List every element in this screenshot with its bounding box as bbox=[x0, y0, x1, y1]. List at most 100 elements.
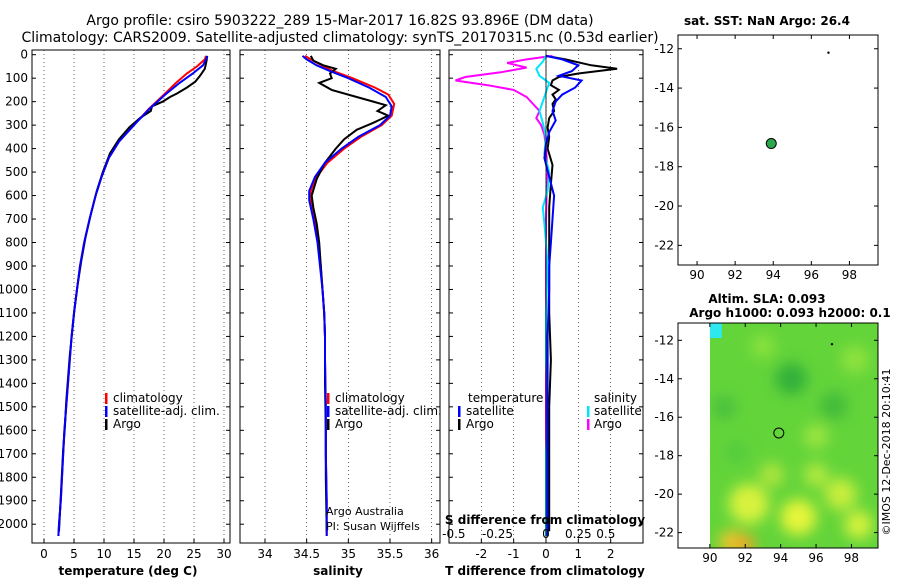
sst_map-lat-label: -18 bbox=[654, 160, 674, 174]
sst_map-background bbox=[678, 35, 878, 265]
pressure-tick-label: 200 bbox=[5, 95, 28, 109]
sla-patch bbox=[804, 462, 829, 487]
sla-patch bbox=[759, 462, 784, 487]
sla-patch bbox=[840, 345, 869, 374]
difference-series-t-argo bbox=[545, 54, 618, 532]
difference-xtick-label: -2 bbox=[475, 547, 487, 561]
pressure-tick-label: 0 bbox=[20, 48, 28, 62]
sla_map-lon-label: 92 bbox=[738, 551, 753, 565]
sla_map-lat-label: -14 bbox=[654, 372, 674, 386]
figure-title: Argo profile: csiro 5903222_289 15-Mar-2… bbox=[86, 13, 593, 29]
temperature-xtick-label: 30 bbox=[216, 547, 231, 561]
difference-xtick-label: 0 bbox=[542, 547, 550, 561]
pressure-tick-label: 1800 bbox=[0, 470, 28, 484]
difference-top-xlabel: S difference from climatology bbox=[445, 513, 645, 527]
salinity-frame bbox=[239, 49, 441, 544]
sla-high-patch bbox=[709, 323, 722, 338]
argo-australia-note: Argo Australia bbox=[326, 505, 404, 518]
temperature-xtick-label: 20 bbox=[156, 547, 171, 561]
sla-patch bbox=[780, 499, 817, 536]
temperature-legend-label: satellite-adj. clim. bbox=[113, 404, 220, 418]
difference-xlabel: T difference from climatology bbox=[445, 564, 645, 578]
temperature-xtick-label: 15 bbox=[126, 547, 141, 561]
sst_map-lat-label: -14 bbox=[654, 81, 674, 95]
temperature-legend-title: temperature bbox=[468, 391, 543, 405]
temperature-legend-swatch bbox=[105, 419, 108, 430]
sst-map-title: sat. SST: NaN Argo: 26.4 bbox=[684, 14, 850, 28]
sst_map-track-point bbox=[827, 51, 830, 54]
pressure-tick-label: 300 bbox=[5, 118, 28, 132]
pressure-tick-label: 1500 bbox=[0, 400, 28, 414]
temperature-legend-label: Argo bbox=[113, 417, 141, 431]
sst_map-lat-label: -16 bbox=[654, 120, 674, 134]
sla_map-lat-label: -22 bbox=[654, 526, 674, 540]
difference-xtick-label: -1 bbox=[508, 547, 520, 561]
salinity-difference-tick-label: 0.25 bbox=[565, 527, 592, 541]
sst_map-lon-label: 92 bbox=[728, 268, 743, 282]
temperature-xtick-label: 25 bbox=[186, 547, 201, 561]
salinity-xlabel: salinity bbox=[313, 564, 363, 578]
salinity-xtick-label: 35 bbox=[341, 547, 356, 561]
salinity-legend-swatch bbox=[327, 393, 330, 404]
sla-patch bbox=[819, 391, 848, 420]
sla_map-track-point bbox=[830, 342, 834, 346]
figure-subtitle: Climatology: CARS2009. Satellite-adjuste… bbox=[21, 30, 658, 46]
temperature-legend-label: climatology bbox=[113, 391, 183, 405]
sla_map-lat-label: -16 bbox=[654, 410, 674, 424]
sla_map-lon-label: 96 bbox=[808, 551, 823, 565]
sla_map-lat-label: -18 bbox=[654, 449, 674, 463]
difference-xtick-label: 2 bbox=[607, 547, 615, 561]
sst_map-lon-label: 90 bbox=[689, 268, 704, 282]
sst_map-float-marker bbox=[765, 138, 777, 150]
salinity-legend-swatch bbox=[587, 419, 590, 430]
sla-patch bbox=[735, 534, 756, 548]
salinity-legend-label: climatology bbox=[335, 391, 405, 405]
temperature-legend-label: satellite bbox=[466, 404, 514, 418]
salinity-xtick-label: 35.5 bbox=[377, 547, 404, 561]
sla-patch bbox=[824, 478, 857, 511]
sst_map-lon-label: 98 bbox=[842, 268, 857, 282]
sla_map-lon-label: 94 bbox=[773, 551, 788, 565]
sla-field bbox=[709, 323, 878, 548]
salinity-legend-swatch bbox=[327, 419, 330, 430]
pressure-tick-label: 1600 bbox=[0, 423, 28, 437]
sst_map-lon-label: 96 bbox=[804, 268, 819, 282]
temperature-xlabel: temperature (deg C) bbox=[59, 564, 198, 578]
temperature-xtick-label: 0 bbox=[40, 547, 48, 561]
pressure-tick-label: 400 bbox=[5, 142, 28, 156]
sla_map-lon-label: 90 bbox=[702, 551, 717, 565]
temperature-legend-swatch bbox=[105, 393, 108, 404]
sla_map-frame bbox=[677, 322, 879, 549]
sst_map-lat-label: -22 bbox=[654, 238, 674, 252]
sst_map-lat-label: -20 bbox=[654, 199, 674, 213]
salinity-panel: 34 34.5 35 35.5 36 climatologysatellite-adj. … bbox=[239, 49, 442, 561]
sst_map-lon-label: 94 bbox=[766, 268, 781, 282]
salinity-difference-tick-label: -0.5 bbox=[442, 527, 465, 541]
sla-patch bbox=[804, 424, 829, 449]
pressure-tick-label: 1200 bbox=[0, 329, 28, 343]
pressure-tick-label: 800 bbox=[5, 236, 28, 250]
sla-patch bbox=[750, 334, 775, 359]
temperature-legend-label: Argo bbox=[466, 417, 494, 431]
temperature-xtick-label: 5 bbox=[70, 547, 78, 561]
sla-patch bbox=[775, 362, 808, 395]
temperature-panel: 0 5 10 15 20 25 300100200300400500600700800900… bbox=[0, 48, 232, 561]
salinity-legend-swatch bbox=[327, 406, 330, 417]
temperature-frame bbox=[31, 49, 231, 544]
salinity-legend-label: Argo bbox=[594, 417, 622, 431]
pressure-tick-label: 1300 bbox=[0, 353, 28, 367]
salinity-legend-label: satellite bbox=[594, 404, 642, 418]
sla_map-lat-label: -12 bbox=[654, 333, 674, 347]
pressure-tick-label: 100 bbox=[5, 71, 28, 85]
sla-patch bbox=[712, 395, 737, 420]
salinity-legend-label: Argo bbox=[335, 417, 363, 431]
temperature-legend-swatch bbox=[458, 419, 461, 430]
sst_map-frame bbox=[677, 34, 879, 266]
salinity-difference-tick-label: 0 bbox=[542, 527, 550, 541]
pressure-tick-label: 600 bbox=[5, 189, 28, 203]
sla_map-lon-label: 98 bbox=[844, 551, 859, 565]
sla-patch bbox=[844, 510, 873, 539]
pressure-tick-label: 1400 bbox=[0, 376, 28, 390]
